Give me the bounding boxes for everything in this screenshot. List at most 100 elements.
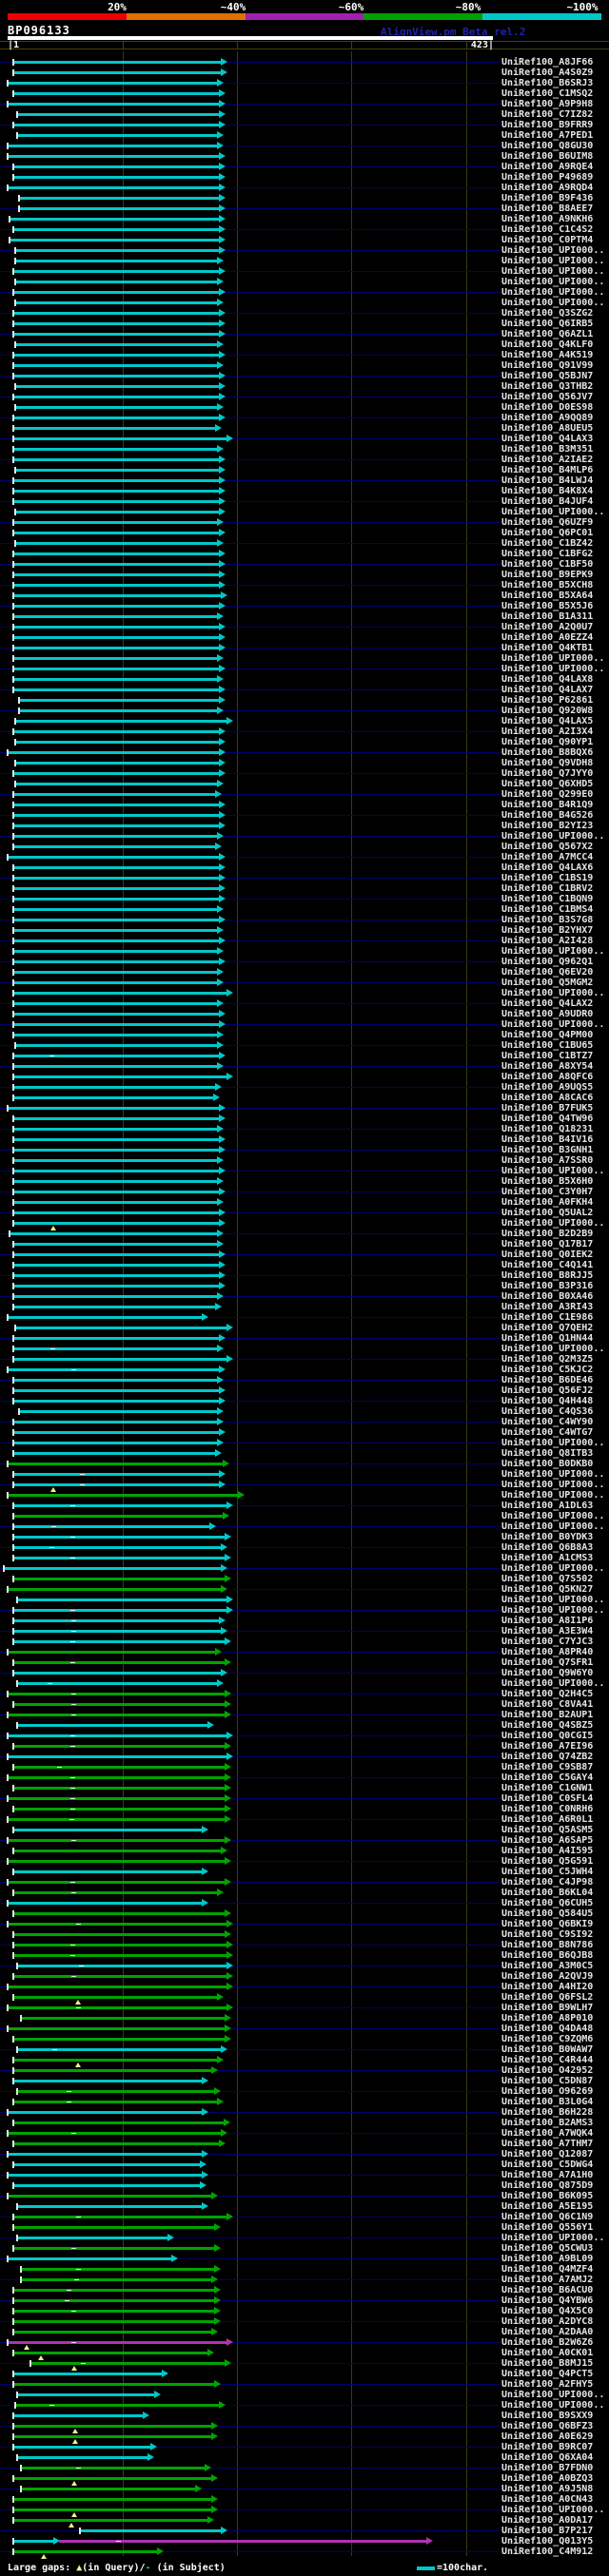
hit-label[interactable]: UniRef100_Q18231 [501, 1124, 594, 1134]
alignment-row[interactable]: UniRef100_Q4KTB1 [0, 643, 609, 653]
hit-label[interactable]: UniRef100_C1BMS4 [501, 904, 594, 915]
hit-bar[interactable] [14, 780, 224, 787]
alignment-row[interactable]: UniRef100_B6H228 [0, 2107, 609, 2118]
hit-label[interactable]: UniRef100_UPI000.. [501, 1605, 605, 1616]
hit-label[interactable]: UniRef100_UPI000.. [501, 2390, 605, 2400]
hit-bar[interactable] [12, 926, 224, 934]
hit-bar[interactable] [12, 1167, 226, 1174]
hit-bar[interactable] [16, 1596, 233, 1603]
hit-label[interactable]: UniRef100_UPI000.. [501, 1480, 605, 1490]
alignment-row[interactable]: UniRef100_Q4LAX8 [0, 674, 609, 685]
hit-bar[interactable] [12, 863, 226, 871]
hit-bar[interactable] [7, 2108, 208, 2116]
alignment-row[interactable]: UniRef100_Q4PM00 [0, 1030, 609, 1040]
alignment-row[interactable]: UniRef100_B4K8X4 [0, 486, 609, 496]
hit-label[interactable]: UniRef100_UPI000.. [501, 1218, 605, 1229]
alignment-row[interactable]: UniRef100_A7MCC4 [0, 852, 609, 862]
hit-bar[interactable] [12, 999, 224, 1007]
hit-bar[interactable] [7, 184, 226, 191]
alignment-row[interactable]: UniRef100_Q7SFR1 [0, 1657, 609, 1668]
hit-label[interactable]: UniRef100_A3E3W4 [501, 1626, 594, 1637]
hit-label[interactable]: UniRef100_A9QQ89 [501, 413, 594, 423]
alignment-row[interactable]: UniRef100_A2DAA0 [0, 2327, 609, 2337]
hit-bar[interactable] [12, 1271, 226, 1279]
hit-label[interactable]: UniRef100_Q7JYY0 [501, 768, 594, 779]
hit-label[interactable]: UniRef100_Q17B17 [501, 1239, 594, 1249]
hit-label[interactable]: UniRef100_C4WY90 [501, 1417, 594, 1427]
hit-label[interactable]: UniRef100_B6H228 [501, 2107, 594, 2118]
alignment-row[interactable]: UniRef100_B7FUK5 [0, 1103, 609, 1114]
hit-label[interactable]: UniRef100_B2D2B9 [501, 1229, 594, 1239]
hit-bar[interactable] [12, 665, 226, 672]
hit-label[interactable]: UniRef100_Q299E0 [501, 789, 594, 800]
hit-bar[interactable] [12, 1397, 226, 1404]
hit-label[interactable]: UniRef100_A3M0C5 [501, 1961, 594, 1971]
hit-bar[interactable] [12, 989, 233, 997]
hit-bar[interactable] [12, 2066, 218, 2074]
hit-bar[interactable] [16, 2087, 221, 2095]
alignment-row[interactable]: UniRef100_B5X5J6 [0, 601, 609, 611]
hit-label[interactable]: UniRef100_B6DE46 [501, 1375, 594, 1385]
hit-bar[interactable] [14, 717, 233, 725]
alignment-row[interactable]: UniRef100_Q0CGI5 [0, 1731, 609, 1741]
hit-label[interactable]: UniRef100_Q6BKI9 [501, 1919, 594, 1929]
hit-bar[interactable] [7, 2338, 233, 2346]
hit-label[interactable]: UniRef100_Q4LAX8 [501, 674, 594, 685]
hit-bar[interactable] [12, 2349, 214, 2356]
alignment-row[interactable]: UniRef100_C1BU65 [0, 1040, 609, 1051]
hit-label[interactable]: UniRef100_C1BZ42 [501, 538, 594, 549]
hit-bar[interactable] [18, 707, 224, 714]
hit-bar[interactable] [12, 1449, 222, 1457]
alignment-row[interactable]: UniRef100_C1MSQ2 [0, 88, 609, 99]
hit-label[interactable]: UniRef100_B9SXX9 [501, 2411, 594, 2421]
alignment-row[interactable]: UniRef100_Q3THB2 [0, 381, 609, 392]
hit-bar[interactable] [12, 769, 226, 777]
hit-bar[interactable] [12, 1543, 227, 1551]
alignment-row[interactable]: UniRef100_UPI000.. [0, 1563, 609, 1574]
hit-bar[interactable] [7, 2004, 233, 2011]
hit-bar[interactable] [12, 937, 226, 944]
hit-bar[interactable] [12, 2160, 206, 2168]
hit-bar[interactable] [12, 571, 226, 578]
alignment-row[interactable]: UniRef100_A9UQS5 [0, 1082, 609, 1093]
hit-label[interactable]: UniRef100_B4IV16 [501, 1134, 594, 1145]
hit-bar[interactable] [12, 487, 226, 494]
hit-label[interactable]: UniRef100_Q4SBZ5 [501, 1720, 594, 1731]
hit-label[interactable]: UniRef100_Q90YP1 [501, 737, 594, 747]
alignment-row[interactable]: UniRef100_Q6XHD5 [0, 779, 609, 789]
alignment-row[interactable]: UniRef100_A3M0C5 [0, 1961, 609, 1971]
hit-bar[interactable] [59, 2537, 433, 2545]
hit-bar[interactable] [12, 947, 224, 955]
hit-label[interactable]: UniRef100_UPI000.. [501, 831, 605, 842]
hit-label[interactable]: UniRef100_A7MCC4 [501, 852, 594, 862]
hit-bar[interactable] [79, 2527, 227, 2534]
hit-bar[interactable] [12, 1930, 231, 1938]
hit-bar[interactable] [12, 2370, 168, 2377]
hit-bar[interactable] [7, 1836, 231, 1844]
hit-bar[interactable] [12, 1114, 226, 1122]
alignment-row[interactable]: UniRef100_Q4MZF4 [0, 2264, 609, 2275]
alignment-row[interactable]: UniRef100_A8XY54 [0, 1061, 609, 1072]
alignment-row[interactable]: UniRef100_Q9VDH8 [0, 758, 609, 768]
hit-bar[interactable] [14, 340, 224, 348]
alignment-row[interactable]: UniRef100_Q0IEK2 [0, 1249, 609, 1260]
alignment-row[interactable]: UniRef100_Q4LAX5 [0, 716, 609, 726]
alignment-row[interactable]: UniRef100_Q6BKI9 [0, 1919, 609, 1929]
alignment-row[interactable]: UniRef100_Q5MGM2 [0, 978, 609, 988]
hit-label[interactable]: UniRef100_Q56JV7 [501, 392, 594, 402]
alignment-row[interactable]: UniRef100_Q567X2 [0, 842, 609, 852]
alignment-row[interactable]: UniRef100_A9UDR0 [0, 1009, 609, 1019]
alignment-row[interactable]: UniRef100_A6SAP5 [0, 1835, 609, 1846]
hit-label[interactable]: UniRef100_UPI000.. [501, 2400, 605, 2411]
alignment-row[interactable]: UniRef100_B8RJJ5 [0, 1270, 609, 1281]
hit-label[interactable]: UniRef100_Q7SFR1 [501, 1657, 594, 1668]
hit-label[interactable]: UniRef100_A8JF66 [501, 57, 594, 68]
alignment-row[interactable]: UniRef100_Q4DA48 [0, 2024, 609, 2034]
hit-bar[interactable] [12, 1742, 231, 1750]
hit-label[interactable]: UniRef100_C5DWG4 [501, 2160, 594, 2170]
hit-label[interactable]: UniRef100_UPI000.. [501, 1511, 605, 1521]
alignment-row[interactable]: UniRef100_B9EPK9 [0, 570, 609, 580]
hit-label[interactable]: UniRef100_A0BZQ3 [501, 2473, 594, 2484]
alignment-row[interactable]: UniRef100_A7AMJ2 [0, 2275, 609, 2285]
hit-label[interactable]: UniRef100_B6QJB8 [501, 1950, 594, 1961]
